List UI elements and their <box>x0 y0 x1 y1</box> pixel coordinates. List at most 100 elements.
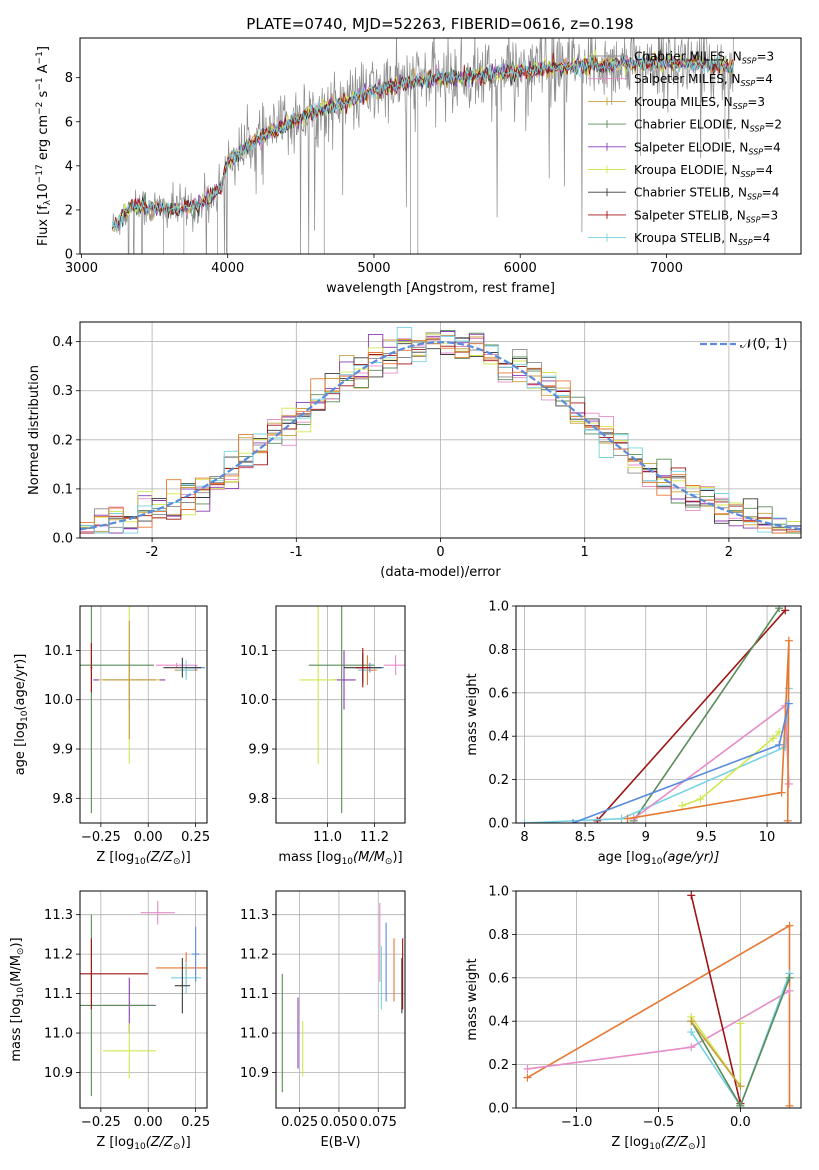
x-tick-label: 6000 <box>504 261 537 276</box>
x-tick-label: 0.25 <box>181 1115 210 1130</box>
x-tick-label: 0 <box>436 545 444 560</box>
legend-label-sub: SSP <box>733 102 748 111</box>
y-axis-label: mass weight <box>465 958 480 1040</box>
weight-series-line <box>690 1020 742 1087</box>
x-axis-label-part: (Z/Z <box>146 850 174 865</box>
age_vs_Z-axes: −0.25 0.00 0.259.89.910.010.1Z [log10(Z/Z⊙… <box>13 606 210 867</box>
y-axis-label-part: Flux [f <box>36 205 51 246</box>
legend-label-tail: =4 <box>753 231 771 245</box>
y-tick-label: 10.0 <box>240 693 269 708</box>
y-tick-label: 10.0 <box>44 693 73 708</box>
y-axis-label: mass [log10(M/M⊙)] <box>9 937 26 1061</box>
legend-label-text: Salpeter ELODIE, N <box>634 140 748 154</box>
y-tick-label: 9.8 <box>248 792 269 807</box>
legend-label: Salpeter ELODIE, NSSP=4 <box>634 140 781 156</box>
model-spectrum-line <box>111 52 734 229</box>
histogram-series <box>80 337 801 534</box>
legend-label: Kroupa ELODIE, NSSP=4 <box>634 163 773 179</box>
y-tick-label: 9.8 <box>52 792 73 807</box>
x-tick-label: 11.0 <box>313 830 342 845</box>
residuals-axes: -2 -1 0 1 2 0.0 0.1 0.2 0.3 0.4 𝒩(0, 1) (data-model… <box>27 322 801 580</box>
x-tick-label: 1 <box>581 545 589 560</box>
legend-label-sub: SSP <box>741 79 756 88</box>
legend-label-text: Chabrier ELODIE, N <box>634 118 750 132</box>
y-tick-label: 0.4 <box>488 730 509 745</box>
y-axis-label-part: 10 <box>20 710 30 722</box>
x-axis-label-part: ⊙ <box>173 857 181 867</box>
y-tick-label: 10.9 <box>240 1066 269 1081</box>
legend-label: 𝒩(0, 1) <box>740 337 787 352</box>
legend-label: Kroupa MILES, NSSP=3 <box>634 95 765 111</box>
x-axis-label-part: (Z/Z <box>661 1135 689 1150</box>
x-tick-label: 8.5 <box>575 830 596 845</box>
x-axis-label-part: 10 <box>651 857 663 867</box>
x-tick-label: 9.5 <box>696 830 717 845</box>
x-tick-label: 0.25 <box>181 830 210 845</box>
x-tick-label: 0.00 <box>134 830 163 845</box>
mass_vs_ebv-data <box>281 902 404 1093</box>
histogram-series <box>80 329 801 534</box>
legend-label: Kroupa STELIB, NSSP=4 <box>634 231 770 247</box>
legend-label-tail: =4 <box>755 163 773 177</box>
y-tick-label: 0.6 <box>488 971 509 986</box>
mass_vs_ebv-axes: 0.025 0.050 0.075 10.9 11.0 11.1 11.2 11.3 E(B-V… <box>240 891 405 1150</box>
y-tick-label: 0.8 <box>488 643 509 658</box>
x-axis-label-part: )] <box>696 1135 706 1150</box>
y-tick-label: 6 <box>65 115 73 130</box>
x-axis-label-part: ⊙ <box>385 857 393 867</box>
legend-label-sub: SSP <box>748 147 763 156</box>
x-axis-label-part: (age/yr)] <box>662 850 719 865</box>
age_vs_mass-data <box>299 606 405 814</box>
y-tick-label: 11.3 <box>44 908 73 923</box>
y-axis-label-part: erg cm <box>36 115 51 164</box>
y-axis-label-part: age [log <box>13 722 28 775</box>
y-tick-label: 0.4 <box>52 335 73 350</box>
legend-label-sub: SSP <box>738 238 753 247</box>
y-axis-label-part: ] <box>36 46 51 51</box>
x-tick-label: 4000 <box>211 261 244 276</box>
age_vs_mass-axes: 11.0 11.2 9.8 9.9 10.0 10.1 mass [log10(M/M⊙)] <box>240 606 405 867</box>
legend-label-tail: =3 <box>747 95 765 109</box>
y-tick-label: 1.0 <box>488 600 509 615</box>
y-tick-label: 9.9 <box>248 743 269 758</box>
residuals-data <box>80 326 801 534</box>
x-tick-label: 10 <box>759 830 776 845</box>
y-tick-label: 0.4 <box>488 1015 509 1030</box>
x-axis-label-part: (Z/Z <box>146 1135 174 1150</box>
x-axis-label: Z [log10(Z/Z⊙)] <box>96 850 190 867</box>
x-axis-label: age [log10(age/yr)] <box>598 850 720 867</box>
y-tick-label: 11.2 <box>44 948 73 963</box>
x-axis-label-part: 10 <box>649 1142 661 1152</box>
y-tick-label: 10.1 <box>240 644 269 659</box>
legend-label-text: Chabrier MILES, N <box>634 50 742 64</box>
x-axis-label-part: 10 <box>134 857 146 867</box>
y-axis-label-part: A <box>36 64 51 77</box>
y-tick-label: 11.0 <box>240 1027 269 1042</box>
y-axis-label-part: )] <box>9 937 24 947</box>
legend-label-tail: =4 <box>763 140 781 154</box>
mass_weight_vs_Z-frame <box>515 890 802 1109</box>
x-tick-label: −1.0 <box>561 1115 593 1130</box>
mass_vs_Z-data <box>80 900 207 1097</box>
legend-label-sub: SSP <box>741 170 756 179</box>
y-tick-label: 0.0 <box>488 1102 509 1117</box>
x-tick-label: −0.5 <box>643 1115 675 1130</box>
y-axis-label-part: λ <box>43 199 53 205</box>
figure-title: PLATE=0740, MJD=52263, FIBERID=0616, z=0… <box>246 15 633 33</box>
y-axis-label: Normed distribution <box>27 365 42 495</box>
legend-label-text: Kroupa STELIB, N <box>634 231 738 245</box>
x-tick-label: 5000 <box>357 261 390 276</box>
legend-label-text: Kroupa ELODIE, N <box>634 163 741 177</box>
weight-series-line <box>632 607 780 822</box>
y-tick-label: 0.8 <box>488 928 509 943</box>
x-axis-label: mass [log10(M/M⊙)] <box>278 850 402 867</box>
x-tick-label: 0.0 <box>730 1115 751 1130</box>
histogram-series <box>80 326 801 534</box>
y-axis-label-part: 10 <box>36 183 51 200</box>
x-tick-label: 8 <box>520 830 528 845</box>
legend-label-sub: SSP <box>746 215 761 224</box>
y-tick-label: 0.2 <box>488 1058 509 1073</box>
